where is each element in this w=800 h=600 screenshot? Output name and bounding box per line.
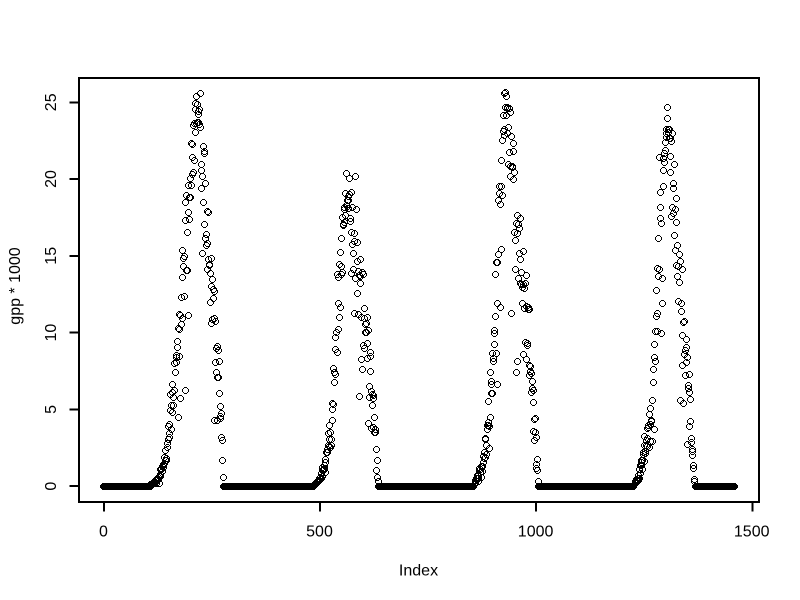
svg-text:20: 20 [43, 170, 60, 188]
svg-text:5: 5 [43, 405, 60, 414]
svg-text:500: 500 [306, 524, 333, 541]
svg-text:25: 25 [43, 93, 60, 111]
svg-text:1500: 1500 [734, 524, 770, 541]
svg-text:0: 0 [99, 524, 108, 541]
svg-text:0: 0 [43, 482, 60, 491]
svg-text:15: 15 [43, 247, 60, 265]
svg-text:10: 10 [43, 324, 60, 342]
svg-text:gpp * 1000: gpp * 1000 [7, 247, 24, 325]
svg-text:1000: 1000 [518, 524, 554, 541]
svg-text:Index: Index [399, 563, 438, 580]
